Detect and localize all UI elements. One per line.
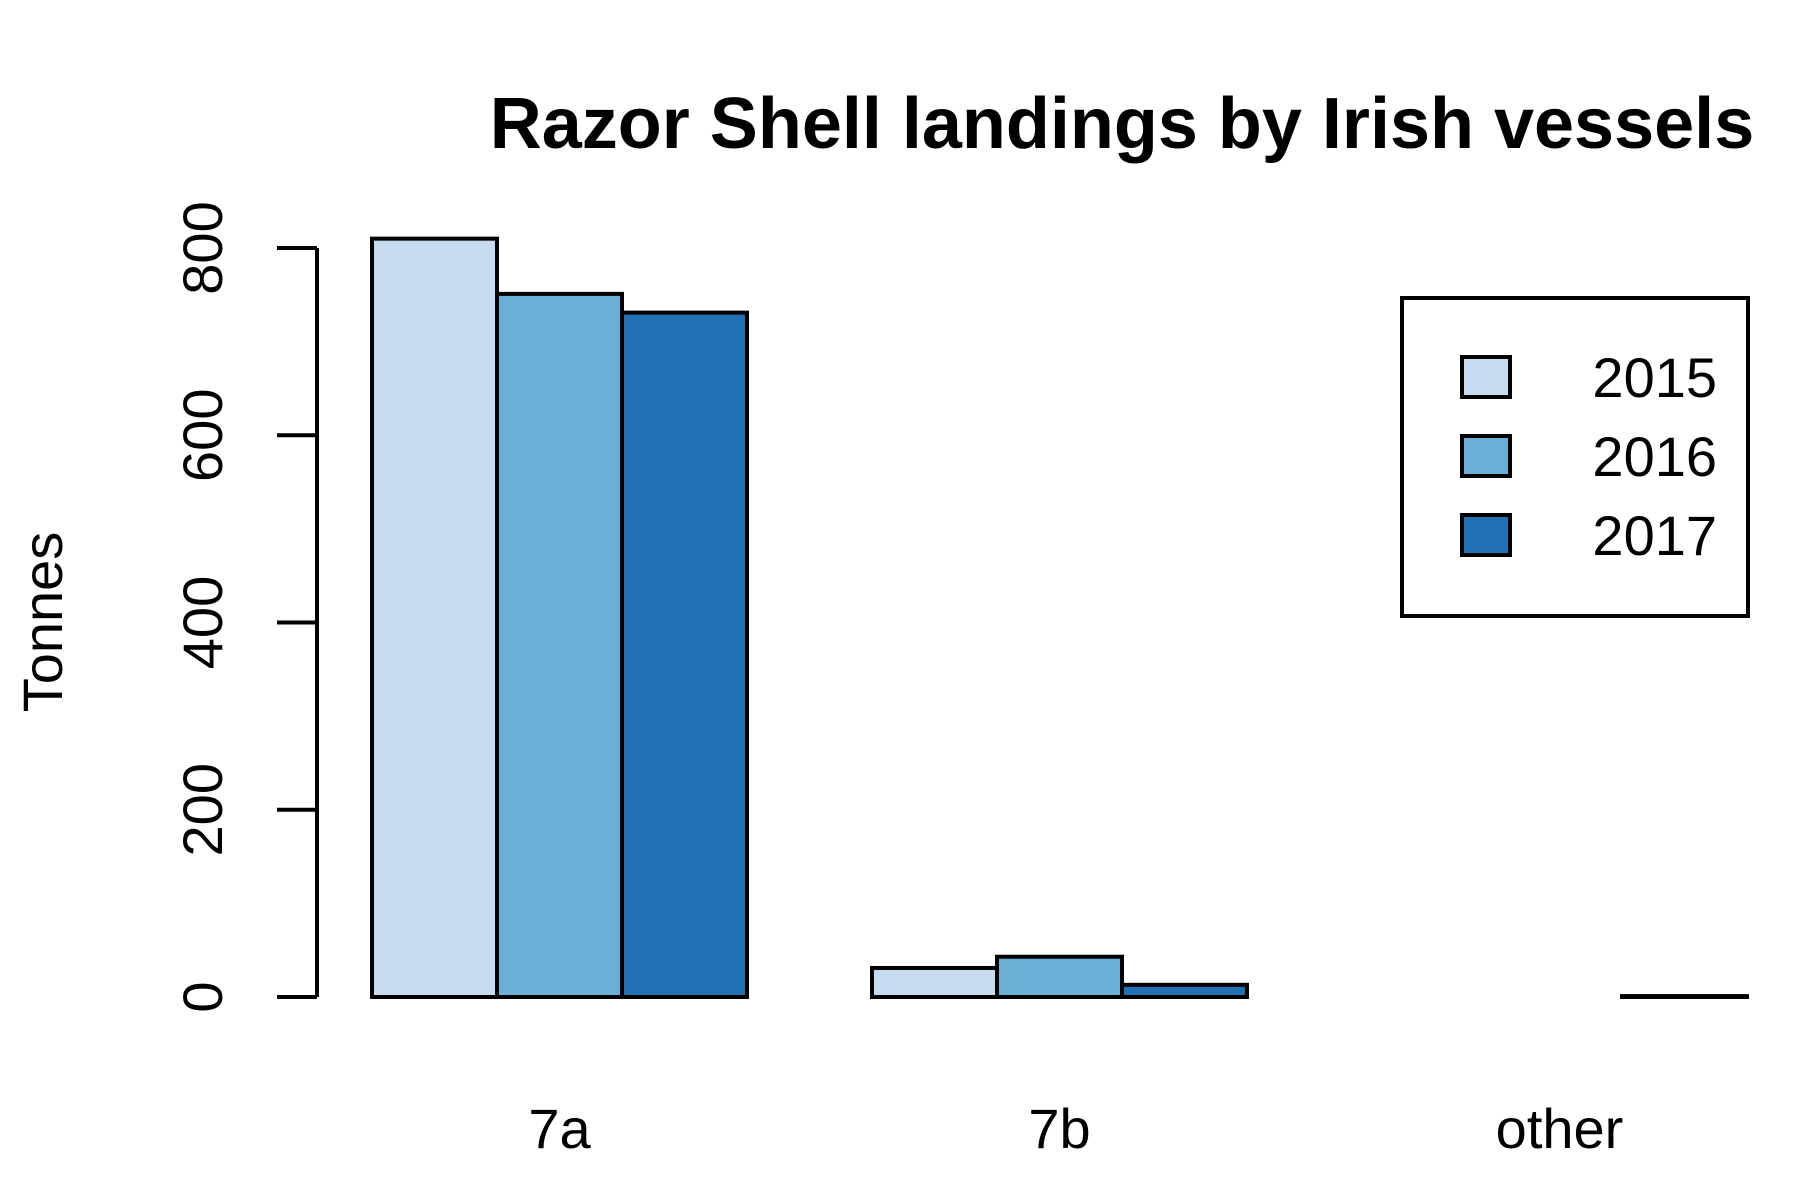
bar-7b-2017 (1120, 982, 1249, 999)
bar-7a-2016 (495, 291, 624, 1000)
y-tick-label: 200 (171, 763, 234, 856)
y-tick-label: 400 (171, 576, 234, 669)
legend: 2015 2016 2017 (1400, 296, 1750, 618)
y-tick-label: 600 (171, 389, 234, 482)
bar-7b-2015 (870, 965, 999, 1000)
x-tick-label: other (1496, 1097, 1624, 1160)
legend-label: 2017 (1592, 504, 1717, 567)
x-tick-label: 7b (1028, 1097, 1090, 1160)
y-axis: 0 200 400 600 800 (171, 201, 319, 1013)
legend-box (1400, 296, 1750, 618)
bar-7a-2017 (620, 310, 749, 999)
bar-other-2017 (1620, 994, 1749, 999)
y-axis-label: Tonnes (11, 532, 74, 713)
bar-7b-2016 (995, 954, 1124, 1000)
x-tick-label: 7a (528, 1097, 591, 1160)
y-tick-label: 0 (171, 981, 234, 1012)
bar-7a-2015 (370, 236, 499, 999)
legend-label: 2015 (1592, 346, 1717, 409)
x-axis-labels: 7a 7b other (528, 1097, 1623, 1160)
chart-title: Razor Shell landings by Irish vessels (490, 84, 1754, 164)
legend-label: 2016 (1592, 425, 1717, 488)
y-tick-label: 800 (171, 201, 234, 294)
legend-swatch-2016 (1460, 434, 1512, 478)
legend-swatch-2015 (1460, 355, 1512, 399)
bars (370, 236, 1749, 1000)
legend-swatch-2017 (1460, 513, 1512, 557)
